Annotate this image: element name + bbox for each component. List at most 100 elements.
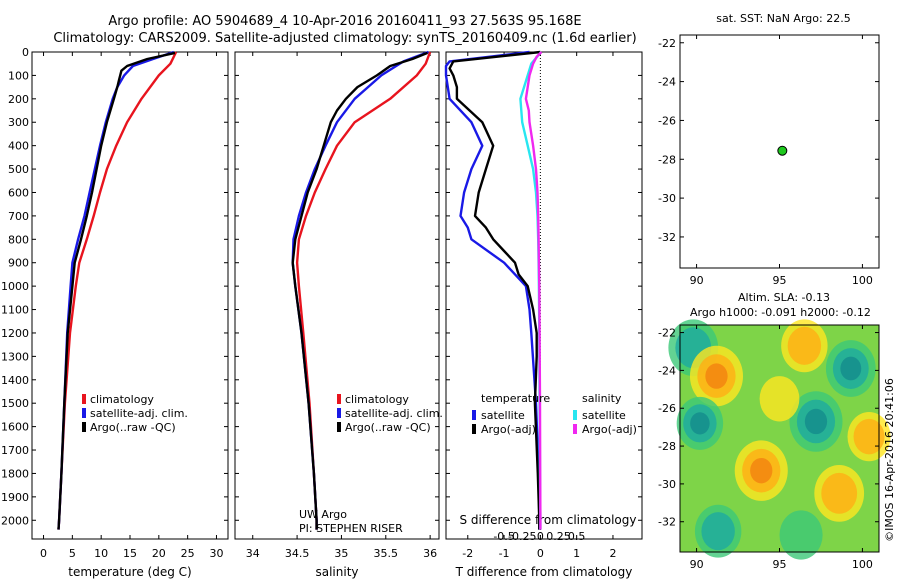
legend-swatch-temperature [472, 410, 476, 420]
x-tick-label-temperature: 15 [123, 547, 137, 560]
sla-heatmap [668, 319, 891, 560]
x-tick-label-difference: 0 [537, 547, 544, 560]
top-tick-label: -0.25 [508, 530, 536, 543]
sla-title-line2: Argo h1000: -0.091 h2000: -0.12 [690, 306, 871, 319]
y-tick-label: 500 [8, 163, 29, 176]
map-x-tick-label-sla_map: 100 [852, 558, 873, 571]
legend-swatch-temperature [472, 424, 476, 434]
x-tick-label-temperature: 20 [152, 547, 166, 560]
y-tick-label: 0 [22, 46, 29, 59]
map-y-tick-label-sla_map: -26 [658, 402, 676, 415]
sla-anomaly-blob [804, 408, 828, 435]
sla-anomaly-blob [705, 363, 728, 389]
x-tick-label-difference: 2 [609, 547, 616, 560]
map-x-tick-label-sla_map: 90 [690, 558, 704, 571]
legend-entry-salinity: satellite [582, 409, 626, 422]
sla-anomaly-blob [690, 412, 710, 435]
series-line-salinity-argo-adj- [524, 51, 543, 530]
legend-entry-temperature: Argo(..raw -QC) [90, 421, 176, 434]
y-tick-label: 800 [8, 233, 29, 246]
x-tick-label-temperature: 5 [69, 547, 76, 560]
x-tick-label-salinity: 34 [246, 547, 260, 560]
y-tick-label: 400 [8, 140, 29, 153]
sla-anomaly-blob [759, 376, 800, 422]
x-tick-label-temperature: 25 [181, 547, 195, 560]
sla-anomaly-blob [701, 512, 735, 551]
x-tick-label-salinity: 36 [423, 547, 437, 560]
x-tick-label-temperature: 30 [209, 547, 223, 560]
top-tick-label: 0.25 [546, 530, 571, 543]
y-tick-label: 1300 [1, 350, 29, 363]
legend-swatch-salinity [337, 422, 341, 432]
map-x-tick-label-sst_map: 95 [773, 274, 787, 287]
map-y-tick-label-sst_map: -30 [658, 192, 676, 205]
plot-frame-difference [445, 51, 643, 540]
map-y-tick-label-sla_map: -28 [658, 440, 676, 453]
map-x-tick-label-sst_map: 90 [690, 274, 704, 287]
series-line-temperature-satellite [444, 50, 541, 530]
x-tick-label-difference: -1 [499, 547, 510, 560]
map-y-tick-label-sla_map: -24 [658, 364, 676, 377]
y-tick-label: 700 [8, 210, 29, 223]
map-y-tick-label-sst_map: -32 [658, 231, 676, 244]
x-axis-label-temperature: temperature (deg C) [68, 565, 191, 579]
legend-title-temperature: temperature [481, 392, 550, 405]
sla-anomaly-blob [840, 356, 862, 381]
y-tick-label: 200 [8, 93, 29, 106]
x-axis-label-difference: T difference from climatology [455, 565, 633, 579]
plot-layer: 0100200300400500600700800900100011001200… [1, 12, 880, 579]
map-y-tick-label-sst_map: -22 [658, 37, 676, 50]
map-y-tick-label-sst_map: -24 [658, 76, 676, 89]
legend-swatch-temperature [82, 394, 86, 404]
legend-entry-salinity: Argo(-adj) [582, 423, 637, 436]
legend-swatch-salinity [573, 424, 577, 434]
x-tick-label-salinity: 35 [334, 547, 348, 560]
y-tick-label: 300 [8, 116, 29, 129]
y-tick-label: 1600 [1, 421, 29, 434]
imos-credit: ©IMOS 16-Apr-2016 20:41:06 [883, 378, 896, 542]
sla-anomaly-blob [821, 472, 858, 514]
legend-entry-salinity: satellite-adj. clim. [345, 407, 443, 420]
y-tick-label: 100 [8, 69, 29, 82]
map-y-tick-label-sst_map: -28 [658, 153, 676, 166]
x-tick-label-difference: -2 [462, 547, 473, 560]
series-line-argo-raw-qc- [291, 51, 428, 530]
map-x-tick-label-sla_map: 95 [773, 558, 787, 571]
sla-title-line1: Altim. SLA: -0.13 [738, 291, 830, 304]
top-axis-label: S difference from climatology [460, 513, 637, 527]
map-x-tick-label-sst_map: 100 [852, 274, 873, 287]
annotation-pi: PI: STEPHEN RISER [299, 522, 403, 535]
sst-map-title: sat. SST: NaN Argo: 22.5 [716, 12, 850, 25]
legend-swatch-salinity [573, 410, 577, 420]
sla-anomaly-blob [787, 326, 822, 365]
top-tick-label: 0 [537, 530, 544, 543]
sla-anomaly-blob [779, 510, 823, 560]
y-tick-label: 1100 [1, 304, 29, 317]
y-tick-label: 1200 [1, 327, 29, 340]
legend-swatch-salinity [337, 408, 341, 418]
y-tick-label: 1400 [1, 374, 29, 387]
map-y-tick-label-sla_map: -22 [658, 327, 676, 340]
x-tick-label-salinity: 34.5 [285, 547, 310, 560]
y-tick-label: 600 [8, 186, 29, 199]
top-tick-label: 0.5 [568, 530, 586, 543]
y-tick-label: 1800 [1, 467, 29, 480]
sla-anomaly-blob [853, 418, 885, 455]
figure-title-line1: Argo profile: AO 5904689_4 10-Apr-2016 2… [108, 14, 581, 29]
map-y-tick-label-sla_map: -30 [658, 478, 676, 491]
figure-title-line2: Climatology: CARS2009. Satellite-adjuste… [53, 31, 636, 46]
x-tick-label-salinity: 35.5 [374, 547, 399, 560]
y-tick-label: 2000 [1, 514, 29, 527]
y-tick-label: 1900 [1, 491, 29, 504]
plot-frame-temperature [31, 51, 229, 540]
x-axis-label-salinity: salinity [315, 565, 358, 579]
legend-entry-temperature: climatology [90, 393, 154, 406]
series-line-argo-raw-qc- [57, 51, 176, 530]
sla-anomaly-blob [750, 457, 773, 484]
y-tick-label: 900 [8, 257, 29, 270]
legend-entry-salinity: climatology [345, 393, 409, 406]
legend-entry-temperature: satellite [481, 409, 525, 422]
legend-swatch-salinity [337, 394, 341, 404]
